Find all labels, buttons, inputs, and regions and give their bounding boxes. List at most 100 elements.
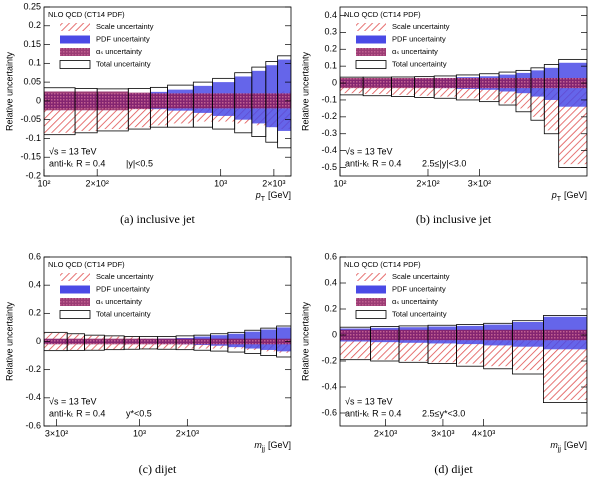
legend-swatch [60,23,90,31]
region-label: 2.5≤y*<3.0 [422,408,465,418]
legend-label: Total uncertainty [96,59,151,68]
plot-area [44,325,291,358]
band-segment [414,77,435,89]
y-tick-label: -0.1 [25,133,41,143]
energy-label: √s = 13 TeV [49,396,97,406]
x-tick-label: 10³ [133,428,146,438]
y-tick-label: 0.3 [324,27,337,37]
y-tick-label: 0.2 [324,303,337,313]
x-tick-label: 2×10² [86,178,109,188]
legend-label: PDF uncertainty [96,284,150,293]
band-segment [558,77,587,89]
y-tick-label: 0.2 [324,44,337,54]
band-segment [544,77,559,89]
band-segment [227,338,245,345]
y-axis-label: Relative uncertainty [4,51,14,131]
y-tick-label: 0.1 [28,58,41,68]
x-label-sub: T [557,196,562,203]
y-tick-label: -0.3 [321,128,337,138]
y-tick-label: -0.2 [25,364,41,374]
band-segment [414,84,435,96]
plot-frame [339,256,588,427]
legend-swatch [59,310,91,319]
legend-label: PDF uncertainty [392,34,446,43]
legend-swatch [356,48,386,56]
y-tick-label: 0.6 [324,251,337,261]
region-label: |y|<0.5 [126,158,153,168]
panel: -0.6 -0.4 -0.2 0 0.2 0.4 0.6 3×10² 10³ 2×10³ mjj [G… [4,251,292,476]
y-tick-label: 0.25 [23,1,41,11]
legend-swatch [355,310,387,319]
legend-label: Total uncertainty [392,59,447,68]
x-axis-label: mjj [GeV] [254,440,291,452]
legend-swatch [356,35,386,44]
band-segment [84,338,105,345]
y-tick-label: 0.2 [28,20,41,30]
band-segment [340,77,364,89]
y-tick-label: 0.6 [28,251,41,261]
band-segment [499,77,516,89]
band-segment [363,84,392,95]
legend-title: NLO QCD (CT14 PDF) [48,10,125,19]
band-segment [67,338,85,345]
band-segment [210,338,228,345]
y-tick-label: -0.05 [20,114,41,124]
algorithm-label: anti-kₜ R = 0.4 [345,408,401,418]
y-tick-label: 0.2 [28,308,41,318]
band-segment [276,338,291,345]
legend-label: Scale uncertainty [392,22,450,31]
band-segment [543,315,587,403]
band-segment [97,91,129,111]
y-tick-label: 0.15 [23,39,41,49]
x-tick-label: 10² [37,178,50,188]
x-label-symbol: m [550,440,558,450]
legend-swatch [355,60,387,69]
x-label-symbol: m [254,440,262,450]
legend-swatch [60,298,90,306]
band-segment [157,338,177,345]
band-segment [193,338,211,345]
band-segment [150,93,168,109]
band-segment [391,77,415,89]
band-segment [434,77,457,89]
band-segment [167,93,194,109]
band-segment [558,58,587,168]
legend-swatch [60,285,90,294]
y-tick-label: -0.1 [321,94,337,104]
band-segment [75,91,98,111]
legend-label: Scale uncertainty [96,272,154,281]
legend-swatch [356,298,386,306]
legend-label: PDF uncertainty [392,284,446,293]
band-segment [340,84,364,94]
y-tick-label: 0.4 [28,280,41,290]
band-segment [428,329,457,341]
x-label-sub: jj [557,446,562,453]
band-segment [260,338,277,345]
panel: -0.5 -0.4 -0.3 -0.2 -0.1 0 0.1 0.2 0.3 0.4 10² 2×10… [300,6,588,226]
x-tick-label: 3×10² [45,428,68,438]
y-tick-label: 0 [36,336,41,346]
algorithm-label: anti-kₜ R = 0.4 [49,408,105,418]
y-axis-label: Relative uncertainty [300,301,310,381]
y-tick-label: -0.4 [25,392,41,402]
band-segment [479,77,500,89]
legend-swatch [60,48,90,56]
legend-title: NLO QCD (CT14 PDF) [344,260,421,269]
y-axis-label: Relative uncertainty [300,51,310,131]
band-segment [370,329,400,341]
x-label-unit: [GeV] [564,190,587,200]
x-tick-label: 2×10² [416,178,439,188]
y-tick-label: -0.4 [321,145,337,155]
x-tick-label: 4×10³ [472,428,495,438]
x-axis-label: pT [GeV] [255,190,291,202]
band-segment [512,329,544,341]
plot-frame [43,6,292,177]
caption: (b) inclusive jet [416,212,492,226]
y-tick-label: -0.2 [25,170,41,180]
panel: -0.2 -0.15 -0.1 -0.05 0 0.05 0.1 0.15 0.2 0.25 10²… [4,1,292,226]
band-segment [456,77,480,89]
x-tick-label: 3×10³ [431,428,454,438]
legend-title: NLO QCD (CT14 PDF) [48,260,125,269]
y-tick-label: 0.1 [324,61,337,71]
region-label: y*<0.5 [126,408,152,418]
